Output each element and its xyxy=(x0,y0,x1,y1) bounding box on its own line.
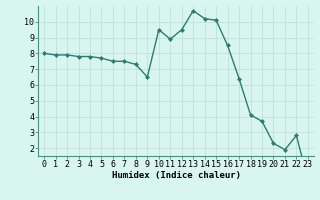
X-axis label: Humidex (Indice chaleur): Humidex (Indice chaleur) xyxy=(111,171,241,180)
